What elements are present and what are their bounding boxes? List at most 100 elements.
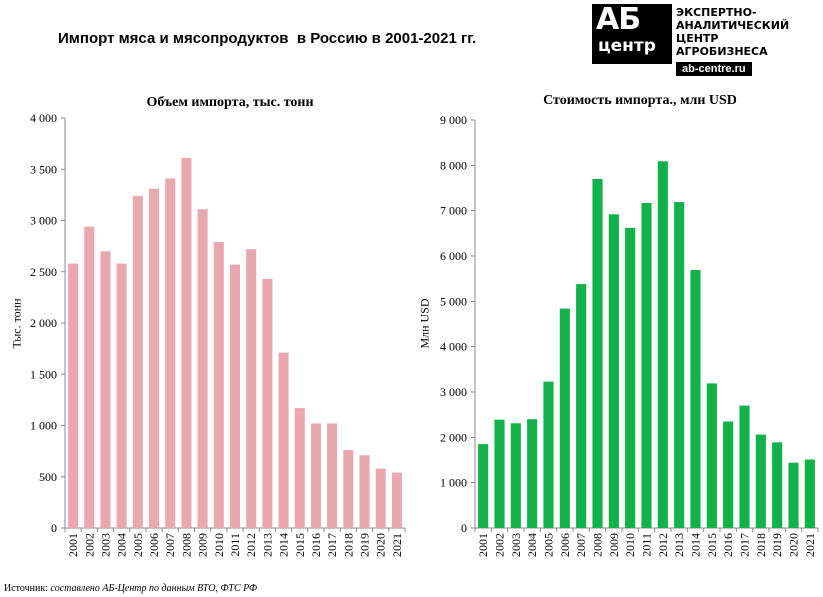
left-x-tick-label: 2004 [115, 533, 129, 557]
right-bar [625, 227, 636, 529]
left-x-tick-label: 2020 [374, 533, 388, 557]
right-y-tick-label: 1 000 [440, 476, 467, 490]
left-bar [310, 423, 321, 528]
left-x-tick-label: 2018 [341, 533, 355, 557]
right-bar [690, 270, 701, 528]
left-x-tick-label: 2012 [244, 533, 258, 557]
right-y-tick-label: 2 000 [440, 430, 467, 444]
right-bar [608, 214, 619, 528]
ab-centre-logo: АБ центр ЭКСПЕРТНО- АНАЛИТИЧЕСКИЙ ЦЕНТР … [592, 2, 802, 76]
logo-mark: АБ центр [592, 2, 672, 64]
right-x-tick-label: 2011 [640, 533, 654, 557]
right-x-tick-label: 2001 [476, 533, 490, 557]
left-x-tick-label: 2001 [66, 533, 80, 557]
right-bar [739, 405, 750, 528]
left-bar [343, 450, 354, 528]
right-bar [543, 381, 554, 528]
right-x-tick-label: 2007 [574, 533, 588, 557]
logo-line-3: ЦЕНТР [676, 32, 719, 45]
left-y-tick-label: 1 000 [30, 419, 57, 433]
logo-line-1: ЭКСПЕРТНО- [676, 6, 757, 19]
right-x-tick-label: 2017 [738, 533, 752, 557]
right-y-tick-label: 9 000 [440, 113, 467, 127]
left-bar [197, 209, 208, 528]
left-bar [68, 263, 79, 528]
left-bar [165, 178, 176, 528]
source-label: Источник: [4, 583, 49, 594]
left-x-tick-label: 2007 [163, 533, 177, 557]
left-x-tick-label: 2008 [179, 533, 193, 557]
left-bar [132, 195, 143, 528]
left-x-tick-label: 2011 [228, 533, 242, 557]
right-y-tick-label: 0 [461, 521, 467, 535]
right-bar [788, 462, 799, 528]
left-x-tick-label: 2002 [82, 533, 96, 557]
left-bar [294, 408, 305, 528]
right-x-tick-label: 2018 [754, 533, 768, 557]
left-x-tick-label: 2019 [358, 533, 372, 557]
right-x-tick-label: 2021 [803, 533, 817, 557]
right-bar [755, 434, 766, 528]
right-x-tick-label: 2006 [558, 533, 572, 557]
right-bar [527, 419, 538, 528]
left-y-tick-label: 2 500 [30, 265, 57, 279]
right-x-tick-label: 2002 [493, 533, 507, 557]
left-bar [262, 278, 273, 528]
right-bar [510, 423, 521, 528]
logo-mark-bottom: центр [598, 36, 656, 56]
left-y-tick-label: 4 000 [30, 111, 57, 125]
right-chart-title: Стоимость импорта., млн USD [543, 93, 737, 108]
right-y-tick-label: 8 000 [440, 158, 467, 172]
left-y-tick-label: 2 000 [30, 316, 57, 330]
left-x-tick-label: 2010 [212, 533, 226, 557]
left-bar [149, 188, 160, 528]
left-x-tick-label: 2015 [293, 533, 307, 557]
right-y-tick-label: 7 000 [440, 204, 467, 218]
right-bar [657, 161, 668, 528]
left-bar [375, 468, 386, 528]
left-bar [116, 263, 127, 528]
left-y-tick-label: 500 [39, 470, 57, 484]
right-x-tick-label: 2004 [525, 533, 539, 557]
right-bar [559, 308, 570, 528]
right-bar [494, 419, 505, 528]
right-x-tick-label: 2012 [656, 533, 670, 557]
left-y-tick-label: 3 500 [30, 162, 57, 176]
right-bar [478, 444, 489, 528]
left-x-tick-label: 2006 [147, 533, 161, 557]
left-bar [84, 226, 95, 528]
left-x-tick-label: 2013 [260, 533, 274, 557]
left-x-tick-label: 2016 [309, 533, 323, 557]
right-bar [576, 284, 587, 528]
left-bar [278, 352, 289, 528]
right-y-tick-label: 6 000 [440, 249, 467, 263]
left-bar [229, 264, 241, 528]
right-x-tick-label: 2015 [705, 533, 719, 557]
right-bar [804, 459, 815, 528]
right-bar [706, 383, 717, 528]
right-y-tick-label: 3 000 [440, 385, 467, 399]
left-y-tick-label: 1 500 [30, 367, 57, 381]
left-x-tick-label: 2005 [131, 533, 145, 557]
right-bar [723, 421, 734, 528]
left-x-tick-label: 2014 [277, 533, 291, 557]
logo-mark-top: АБ [596, 2, 641, 37]
left-x-tick-label: 2021 [390, 533, 404, 557]
right-x-tick-label: 2003 [509, 533, 523, 557]
right-y-tick-label: 5 000 [440, 294, 467, 308]
right-x-tick-label: 2009 [607, 533, 621, 557]
logo-url: ab-centre.ru [676, 62, 752, 76]
left-bar [391, 472, 402, 528]
left-bar [181, 157, 192, 528]
left-x-tick-label: 2003 [98, 533, 112, 557]
right-x-tick-label: 2008 [591, 533, 605, 557]
left-x-tick-label: 2017 [325, 533, 339, 557]
right-bar [772, 442, 783, 528]
right-y-tick-label: 4 000 [440, 340, 467, 354]
right-x-tick-label: 2020 [787, 533, 801, 557]
right-bar [592, 178, 603, 528]
left-chart-title: Объем импорта, тыс. тонн [146, 95, 314, 110]
left-bar [100, 251, 111, 528]
logo-line-2: АНАЛИТИЧЕСКИЙ [676, 19, 790, 32]
